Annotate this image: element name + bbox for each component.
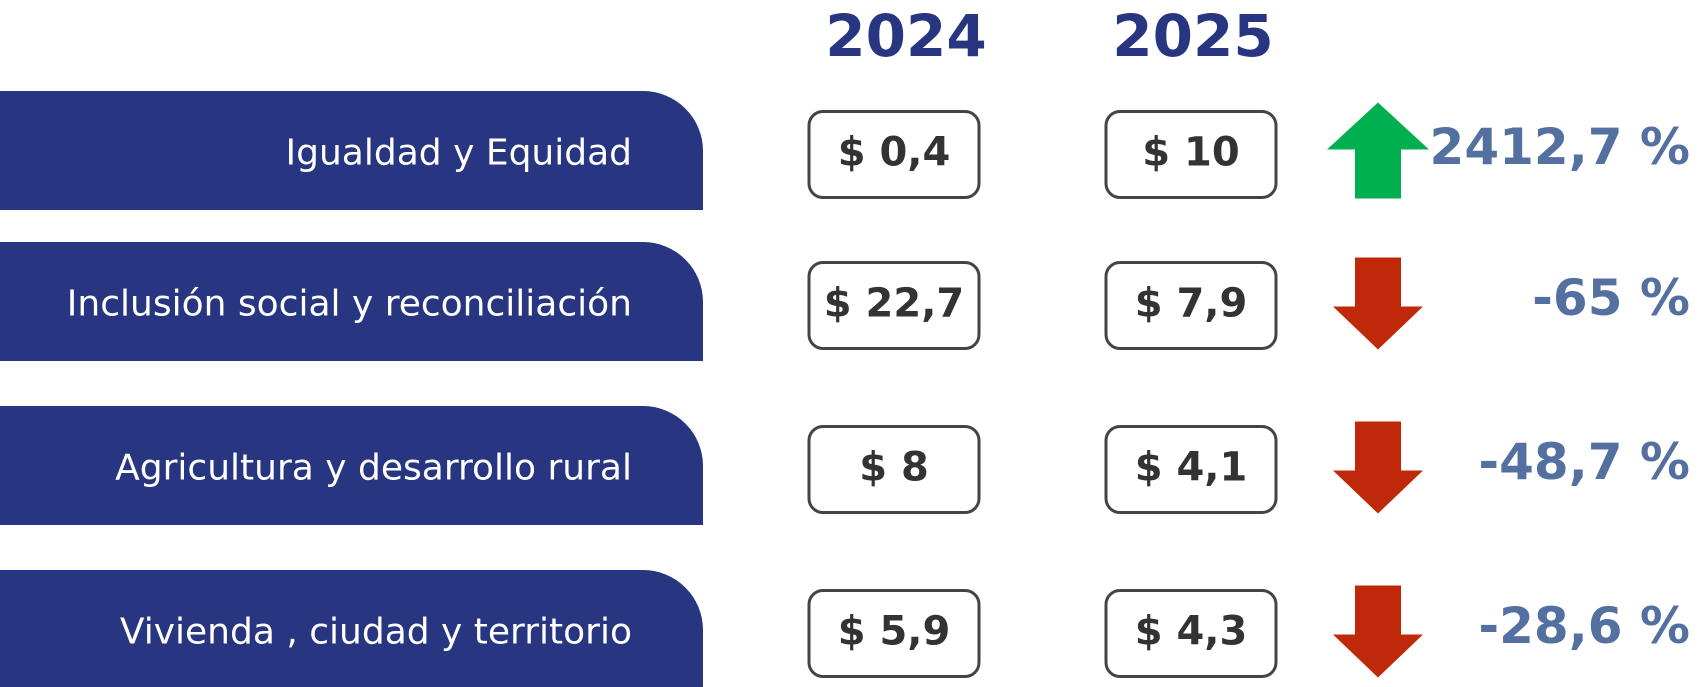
value-box — [1104, 425, 1278, 514]
row-label: Inclusión social y reconciliación — [67, 284, 632, 325]
label-band — [0, 406, 703, 525]
value-text: $ 5,9 — [838, 609, 951, 655]
value-box — [807, 589, 981, 678]
label-band — [0, 91, 703, 210]
label-band — [0, 242, 703, 361]
change-text: 2412,7 % — [1430, 118, 1690, 176]
value-text: $ 4,3 — [1135, 609, 1248, 655]
change-text: -28,6 % — [1478, 597, 1690, 655]
value-box — [1104, 261, 1278, 350]
column-header: 2025 — [1112, 2, 1273, 70]
value-text: $ 4,1 — [1135, 445, 1248, 491]
value-box — [1104, 589, 1278, 678]
trend-arrow — [1327, 102, 1429, 199]
change-text: -48,7 % — [1478, 433, 1690, 491]
value-text: $ 22,7 — [824, 281, 964, 327]
column-header: 2024 — [825, 2, 986, 70]
value-text: $ 10 — [1142, 130, 1239, 176]
trend-arrow — [1333, 421, 1423, 514]
value-text: $ 0,4 — [838, 130, 951, 176]
change-text: -65 % — [1532, 269, 1690, 327]
label-band — [0, 570, 703, 687]
row-label: Agricultura y desarrollo rural — [115, 448, 632, 489]
value-text: $ 7,9 — [1135, 281, 1248, 327]
value-box — [807, 261, 981, 350]
row-label: Igualdad y Equidad — [286, 133, 632, 174]
trend-arrow — [1333, 585, 1423, 678]
row-label: Vivienda , ciudad y territorio — [120, 612, 632, 653]
value-box — [807, 425, 981, 514]
value-box — [1104, 110, 1278, 199]
value-box — [807, 110, 981, 199]
value-text: $ 8 — [859, 445, 929, 491]
trend-arrow — [1333, 257, 1423, 350]
